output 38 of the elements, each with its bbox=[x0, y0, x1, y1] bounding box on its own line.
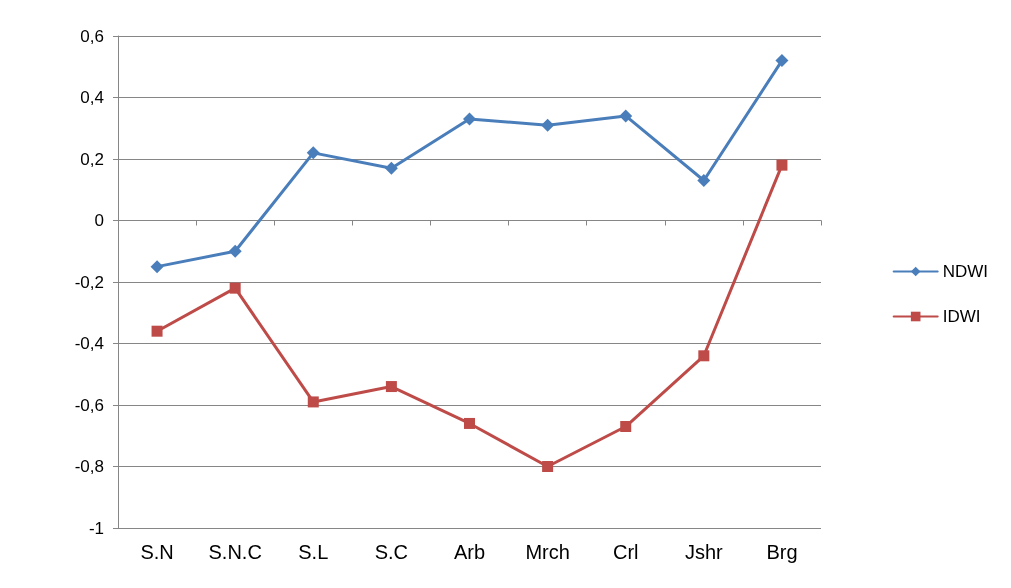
y-tick-label: -0,4 bbox=[74, 334, 104, 353]
point bbox=[541, 118, 555, 132]
x-tick-label: S.C bbox=[374, 541, 409, 563]
point bbox=[151, 325, 163, 337]
x-tick-label: Mrch bbox=[525, 541, 570, 563]
point bbox=[620, 421, 632, 433]
y-tick-label: 0,4 bbox=[80, 88, 104, 107]
point bbox=[384, 161, 398, 175]
x-tick-label: S.N bbox=[140, 541, 174, 563]
y-tick-label: -0,8 bbox=[74, 457, 104, 476]
y-tick-label: 0,6 bbox=[80, 26, 104, 46]
point bbox=[464, 417, 475, 429]
x-tick-label: Brg bbox=[766, 541, 798, 563]
point bbox=[697, 174, 711, 188]
point bbox=[385, 381, 397, 393]
legend-label: IDWI bbox=[942, 307, 981, 326]
point bbox=[150, 260, 164, 274]
x-tick-label: Arb bbox=[453, 541, 486, 563]
legend-label: NDWI bbox=[942, 262, 989, 281]
x-tick-label: S.L bbox=[298, 541, 329, 563]
y-tick-label: -1 bbox=[88, 518, 104, 538]
point bbox=[619, 109, 633, 123]
point bbox=[698, 350, 710, 362]
point bbox=[306, 146, 320, 160]
point bbox=[776, 159, 788, 171]
point bbox=[463, 112, 476, 126]
y-tick-label: 0,2 bbox=[80, 149, 104, 169]
point bbox=[307, 396, 319, 408]
x-tick-label: Jshr bbox=[684, 541, 724, 563]
point bbox=[775, 54, 789, 68]
point bbox=[229, 282, 241, 294]
x-tick-label: Crl bbox=[612, 541, 639, 563]
y-tick-label: -0,2 bbox=[74, 272, 104, 292]
point bbox=[228, 244, 242, 258]
y-tick-label: -0,6 bbox=[74, 395, 104, 415]
y-tick-label: 0 bbox=[94, 211, 104, 230]
x-tick-label: S.N.C bbox=[208, 541, 262, 563]
point bbox=[542, 461, 554, 472]
